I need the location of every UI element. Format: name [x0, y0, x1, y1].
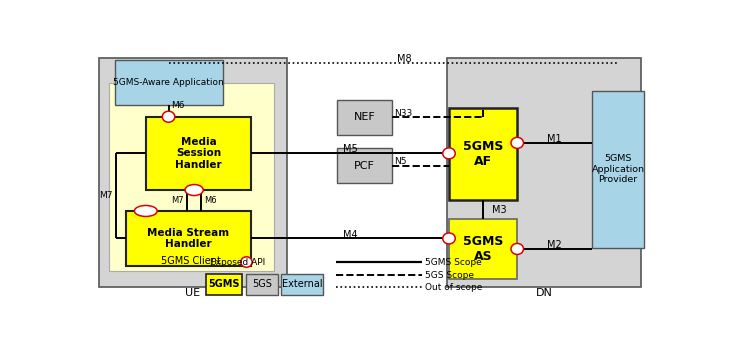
FancyBboxPatch shape	[99, 58, 287, 287]
Text: M1: M1	[548, 134, 562, 144]
FancyBboxPatch shape	[206, 274, 242, 295]
Text: Exposed API: Exposed API	[209, 257, 265, 267]
FancyBboxPatch shape	[449, 107, 517, 201]
Ellipse shape	[241, 257, 252, 267]
FancyBboxPatch shape	[338, 100, 391, 135]
Ellipse shape	[443, 148, 455, 159]
Text: DN: DN	[536, 288, 553, 299]
Text: Media
Session
Handler: Media Session Handler	[175, 137, 222, 170]
FancyBboxPatch shape	[109, 83, 274, 271]
Ellipse shape	[443, 233, 455, 244]
FancyBboxPatch shape	[247, 274, 277, 295]
FancyBboxPatch shape	[592, 90, 644, 248]
Text: 5GMS
Application
Provider: 5GMS Application Provider	[592, 154, 644, 184]
Text: 5GS: 5GS	[252, 279, 272, 289]
Text: 5GMS Scope: 5GMS Scope	[424, 257, 482, 267]
Text: 5GMS Client: 5GMS Client	[161, 256, 221, 266]
Text: M7: M7	[99, 191, 113, 200]
Text: M5: M5	[343, 144, 357, 154]
Ellipse shape	[511, 243, 523, 254]
Text: M8: M8	[397, 54, 412, 64]
Text: 5GMS
AS: 5GMS AS	[463, 235, 504, 263]
Text: M6: M6	[172, 101, 185, 110]
Text: UE: UE	[186, 288, 200, 299]
FancyBboxPatch shape	[449, 219, 517, 279]
FancyBboxPatch shape	[115, 61, 222, 105]
FancyBboxPatch shape	[338, 148, 391, 184]
Text: 5GMS-Aware Application: 5GMS-Aware Application	[113, 78, 224, 87]
Text: NEF: NEF	[354, 113, 375, 122]
Text: External: External	[282, 279, 322, 289]
Text: N33: N33	[394, 109, 413, 118]
Text: 5GMS
AF: 5GMS AF	[463, 140, 504, 168]
Text: Out of scope: Out of scope	[424, 283, 482, 292]
Text: M6: M6	[204, 196, 217, 205]
Text: Media Stream
Handler: Media Stream Handler	[148, 228, 230, 249]
FancyBboxPatch shape	[447, 58, 641, 287]
Text: 5GS Scope: 5GS Scope	[424, 271, 473, 279]
Ellipse shape	[511, 137, 523, 148]
FancyBboxPatch shape	[146, 117, 251, 190]
Ellipse shape	[134, 205, 157, 217]
Ellipse shape	[162, 111, 175, 122]
Text: N5: N5	[394, 157, 407, 166]
Text: M7: M7	[172, 196, 184, 205]
Text: 5GMS: 5GMS	[208, 279, 240, 289]
FancyBboxPatch shape	[280, 274, 323, 295]
Text: M2: M2	[548, 240, 562, 250]
Text: PCF: PCF	[354, 161, 375, 171]
FancyBboxPatch shape	[126, 211, 251, 266]
Text: M3: M3	[492, 205, 506, 215]
Text: M4: M4	[343, 230, 357, 240]
Ellipse shape	[185, 185, 203, 195]
